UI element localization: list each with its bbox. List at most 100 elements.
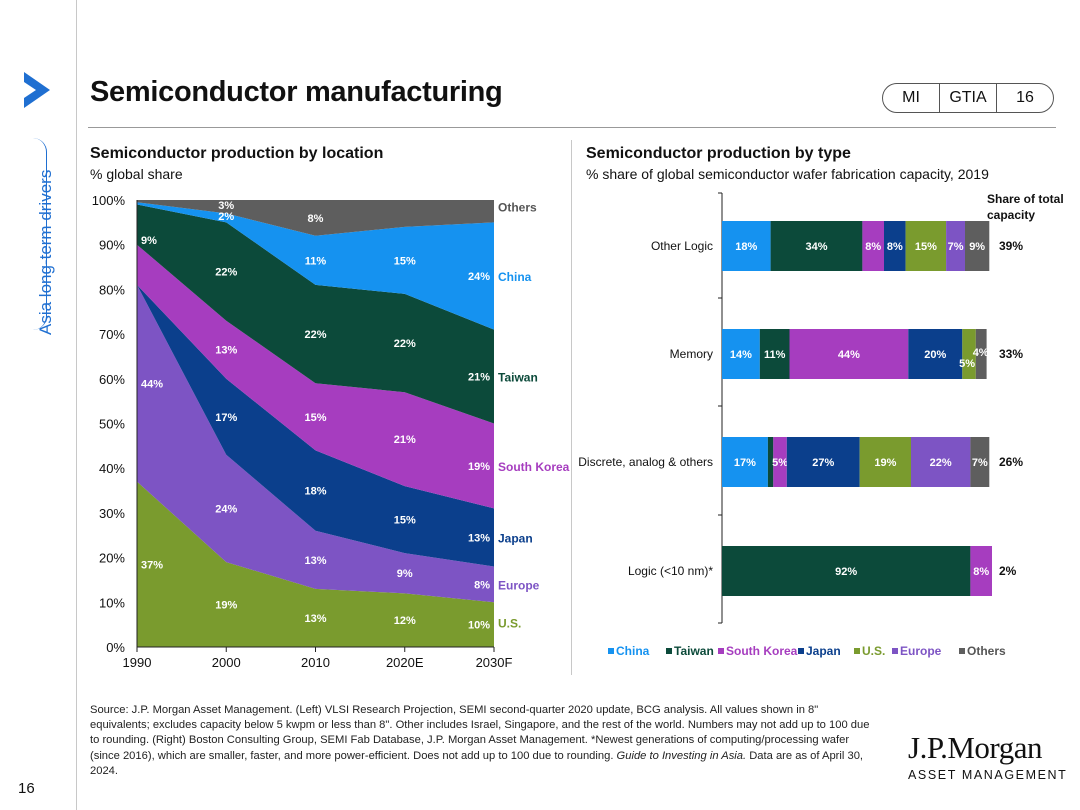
- source-tail: Data are as of April 30, 2024.: [90, 749, 864, 777]
- bar-label-china: 18%: [735, 241, 757, 253]
- data-label-japan: 15%: [394, 515, 416, 527]
- data-label-us: 13%: [304, 613, 326, 625]
- data-label-europe: 44%: [141, 378, 163, 390]
- legend-label-others: Others: [967, 644, 1006, 658]
- legend-swatch-taiwan: [666, 648, 672, 654]
- bar-segment-south_korea: [789, 329, 909, 379]
- series-name-south_korea: South Korea: [498, 460, 570, 474]
- bar-segment-us: [962, 329, 976, 379]
- y-tick-label: 10%: [99, 595, 125, 610]
- series-name-others: Others: [498, 201, 537, 215]
- legend-swatch-china: [608, 648, 614, 654]
- bar-segment-china: [722, 437, 768, 487]
- page-title: Semiconductor manufacturing: [90, 76, 503, 108]
- badge-group: MI GTIA 16: [882, 83, 1054, 113]
- bar-label-us: 5%: [959, 358, 975, 370]
- legend-swatch-others: [959, 648, 965, 654]
- series-name-europe: Europe: [498, 578, 540, 592]
- data-label-europe: 8%: [474, 579, 490, 591]
- sidebar-section-label: Asia long-term drivers: [36, 169, 55, 335]
- data-label-taiwan: 21%: [468, 372, 490, 384]
- x-tick-label: 2010: [301, 655, 330, 670]
- area-taiwan: [137, 204, 494, 424]
- y-tick-label: 40%: [99, 461, 125, 476]
- area-south_korea: [137, 244, 494, 509]
- legend-label-europe: Europe: [900, 644, 942, 658]
- bar-label-japan: 27%: [812, 457, 834, 469]
- legend-swatch-us: [854, 648, 860, 654]
- chevron-right-icon[interactable]: [20, 70, 54, 110]
- bar-label-china: 17%: [734, 457, 756, 469]
- legend-label-japan: Japan: [806, 644, 841, 658]
- sidebar-divider: [76, 0, 77, 810]
- bar-label-south_korea: 8%: [865, 241, 881, 253]
- data-label-us: 12%: [394, 615, 416, 627]
- data-label-europe: 9%: [397, 568, 413, 580]
- area-us: [137, 481, 494, 647]
- right-chart-subtitle: % share of global semiconductor wafer fa…: [586, 166, 989, 182]
- bar-segment-europe: [946, 221, 965, 271]
- bar-segment-europe: [911, 437, 971, 487]
- bar-segment-others: [975, 329, 987, 379]
- bar-label-south_korea: 5%: [772, 457, 788, 469]
- area-china: [137, 202, 494, 330]
- data-label-china: 24%: [468, 271, 490, 283]
- y-tick-label: 80%: [99, 282, 125, 297]
- bar-segment-taiwan: [722, 546, 971, 596]
- badge-page[interactable]: 16: [1016, 89, 1034, 106]
- bar-label-japan: 20%: [924, 349, 946, 361]
- bar-label-taiwan: 34%: [805, 241, 827, 253]
- category-label: Discrete, analog & others: [578, 455, 713, 469]
- bar-segment-south_korea: [862, 221, 884, 271]
- data-label-others: 8%: [308, 213, 324, 225]
- data-label-china: 15%: [394, 255, 416, 267]
- category-label: Other Logic: [651, 239, 713, 253]
- data-label-europe: 24%: [215, 503, 237, 515]
- data-label-japan: 17%: [215, 412, 237, 424]
- bar-label-europe: 7%: [948, 241, 964, 253]
- bar-segment-others: [970, 437, 990, 487]
- left-chart-title: Semiconductor production by location: [90, 145, 384, 162]
- area-japan: [137, 284, 494, 567]
- legend-label-china: China: [616, 644, 650, 658]
- share-of-total: 39%: [999, 239, 1023, 253]
- category-label: Logic (<10 nm)*: [628, 564, 713, 578]
- data-label-japan: 18%: [304, 486, 326, 498]
- legend-label-south_korea: South Korea: [726, 644, 798, 658]
- share-of-total: 2%: [999, 564, 1017, 578]
- bar-segment-japan: [786, 437, 860, 487]
- source-italic: Guide to Investing in Asia.: [616, 749, 747, 762]
- data-label-taiwan: 22%: [215, 267, 237, 279]
- series-name-china: China: [498, 270, 532, 284]
- bar-label-others: 4%: [973, 347, 989, 359]
- title-rule: [88, 127, 1056, 128]
- y-tick-label: 100%: [92, 193, 126, 208]
- logo-name: J.P.Morgan: [908, 730, 1042, 765]
- legend-swatch-japan: [798, 648, 804, 654]
- x-tick-label: 2020E: [386, 655, 424, 670]
- data-label-us: 19%: [215, 600, 237, 612]
- bar-segment-south_korea: [970, 546, 992, 596]
- left-chart-subtitle: % global share: [90, 166, 183, 182]
- x-tick-label: 2000: [212, 655, 241, 670]
- bar-segment-taiwan: [767, 437, 774, 487]
- data-label-others: 3%: [218, 200, 234, 212]
- data-label-south_korea: 15%: [304, 412, 326, 424]
- legend-label-taiwan: Taiwan: [674, 644, 714, 658]
- y-tick-label: 90%: [99, 238, 125, 253]
- bar-label-south_korea: 8%: [973, 566, 989, 578]
- data-label-europe: 13%: [304, 555, 326, 567]
- series-name-japan: Japan: [498, 531, 533, 545]
- page-number: 16: [18, 780, 35, 797]
- data-label-south_korea: 21%: [394, 434, 416, 446]
- badge-gtia[interactable]: GTIA: [949, 89, 987, 106]
- x-tick-label: 2030F: [476, 655, 513, 670]
- legend-swatch-europe: [892, 648, 898, 654]
- source-text: Source: J.P. Morgan Asset Management. (L…: [90, 704, 870, 762]
- bar-label-china: 14%: [730, 349, 752, 361]
- bar-segment-china: [722, 329, 760, 379]
- y-tick-label: 30%: [99, 506, 125, 521]
- x-tick-label: 1990: [123, 655, 152, 670]
- bar-label-others: 9%: [969, 241, 985, 253]
- badge-mi[interactable]: MI: [902, 89, 920, 106]
